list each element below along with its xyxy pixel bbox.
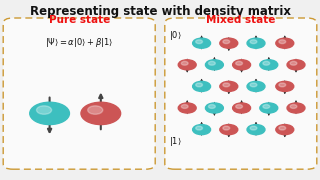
Circle shape: [205, 103, 223, 113]
FancyBboxPatch shape: [165, 18, 317, 169]
Circle shape: [279, 83, 286, 87]
Text: Representing state with density matrix: Representing state with density matrix: [29, 4, 291, 17]
Circle shape: [236, 105, 243, 108]
Circle shape: [223, 83, 230, 87]
Text: $|0\rangle$: $|0\rangle$: [169, 29, 181, 42]
Circle shape: [193, 38, 211, 48]
Circle shape: [250, 83, 257, 87]
Circle shape: [247, 81, 265, 91]
Circle shape: [263, 61, 270, 65]
Circle shape: [233, 103, 251, 113]
Circle shape: [220, 125, 238, 135]
Circle shape: [178, 60, 196, 70]
Text: $|1\rangle$: $|1\rangle$: [169, 136, 181, 148]
Circle shape: [250, 126, 257, 130]
Text: Pure state: Pure state: [49, 15, 110, 25]
Circle shape: [81, 102, 121, 125]
Circle shape: [250, 40, 257, 44]
Circle shape: [220, 81, 238, 91]
Circle shape: [247, 125, 265, 135]
Circle shape: [196, 40, 203, 44]
Circle shape: [196, 126, 203, 130]
Circle shape: [223, 40, 230, 44]
Circle shape: [220, 38, 238, 48]
Circle shape: [287, 60, 305, 70]
Circle shape: [236, 61, 243, 65]
Circle shape: [279, 40, 286, 44]
Circle shape: [290, 61, 297, 65]
Circle shape: [276, 81, 294, 91]
Circle shape: [260, 60, 278, 70]
Circle shape: [30, 102, 69, 125]
Circle shape: [223, 126, 230, 130]
Circle shape: [209, 105, 215, 108]
Circle shape: [88, 106, 103, 114]
Circle shape: [178, 103, 196, 113]
Circle shape: [205, 60, 223, 70]
Circle shape: [181, 61, 188, 65]
Circle shape: [196, 83, 203, 87]
Circle shape: [276, 125, 294, 135]
FancyBboxPatch shape: [3, 18, 155, 169]
Text: Mixed state: Mixed state: [206, 15, 276, 25]
Circle shape: [290, 105, 297, 108]
Circle shape: [260, 103, 278, 113]
Circle shape: [276, 38, 294, 48]
Circle shape: [209, 61, 215, 65]
Circle shape: [193, 81, 211, 91]
Text: $|\Psi\rangle = \alpha|0\rangle + \beta|1\rangle$: $|\Psi\rangle = \alpha|0\rangle + \beta|…: [45, 36, 114, 49]
Circle shape: [193, 125, 211, 135]
Circle shape: [287, 103, 305, 113]
Circle shape: [233, 60, 251, 70]
Circle shape: [279, 126, 286, 130]
Circle shape: [263, 105, 270, 108]
Circle shape: [181, 105, 188, 108]
Circle shape: [36, 106, 52, 114]
Circle shape: [247, 38, 265, 48]
